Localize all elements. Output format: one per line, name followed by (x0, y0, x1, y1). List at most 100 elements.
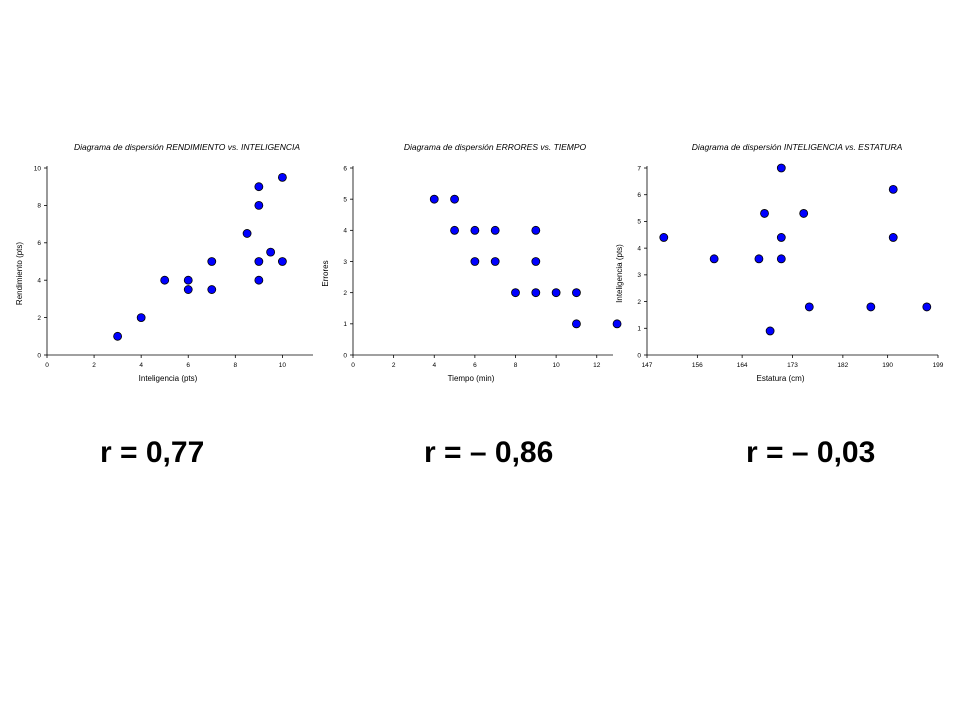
data-point (531, 288, 541, 298)
data-point (754, 254, 764, 264)
x-tick-label: 6 (186, 362, 190, 369)
y-tick-label: 6 (343, 165, 347, 172)
x-tick-label: 2 (92, 362, 96, 369)
y-tick-label: 1 (637, 326, 641, 333)
data-point (266, 247, 276, 257)
x-tick-label: 8 (514, 362, 518, 369)
y-axis-label: Errores (321, 260, 330, 286)
x-tick-label: 4 (139, 362, 143, 369)
data-point (160, 275, 170, 285)
x-tick-label: 12 (593, 362, 601, 369)
x-tick-label: 10 (279, 362, 287, 369)
y-tick-label: 1 (343, 321, 347, 328)
data-point (531, 257, 541, 266)
data-point (470, 225, 480, 235)
data-point (490, 257, 500, 266)
y-axis-label: Inteligencia (pts) (615, 244, 624, 303)
x-tick-label: 190 (882, 362, 893, 369)
data-point (254, 257, 264, 266)
data-point (888, 184, 898, 194)
scatter-chart-inteligencia-estatura: Diagrama de dispersión INTELIGENCIA vs. … (615, 142, 944, 383)
data-point (113, 331, 123, 341)
data-point (551, 288, 561, 298)
y-tick-label: 0 (37, 352, 41, 359)
x-tick-label: 6 (473, 362, 477, 369)
chart-title: Diagrama de dispersión INTELIGENCIA vs. … (692, 142, 903, 152)
data-point (450, 225, 459, 235)
x-tick-label: 0 (45, 362, 49, 369)
correlation-label-1: r = 0,77 (100, 436, 205, 469)
data-point (572, 288, 581, 298)
data-point (183, 285, 193, 294)
data-point (776, 254, 786, 264)
y-axis-label: Rendimiento (pts) (15, 242, 24, 305)
data-point (429, 194, 439, 204)
data-point (922, 302, 932, 312)
y-tick-label: 10 (34, 165, 42, 172)
data-point (709, 254, 719, 264)
data-point (254, 275, 264, 285)
y-tick-label: 3 (343, 259, 347, 266)
data-point (776, 163, 786, 173)
y-tick-label: 5 (343, 196, 347, 203)
data-point (450, 194, 459, 204)
x-tick-label: 147 (642, 362, 653, 369)
y-tick-label: 6 (637, 192, 641, 199)
x-axis-label: Tiempo (min) (448, 374, 495, 383)
data-point (511, 288, 520, 298)
data-point (776, 233, 786, 242)
x-axis-label: Inteligencia (pts) (139, 374, 198, 383)
chart-title: Diagrama de dispersión RENDIMIENTO vs. I… (74, 142, 300, 152)
scatter-chart-rendimiento-inteligencia: Diagrama de dispersión RENDIMIENTO vs. I… (15, 142, 313, 383)
data-point (136, 313, 146, 323)
data-point (765, 326, 775, 336)
data-point (888, 233, 898, 242)
x-tick-label: 8 (234, 362, 238, 369)
data-point (207, 257, 217, 266)
x-tick-label: 199 (933, 362, 944, 369)
y-tick-label: 2 (637, 299, 641, 306)
correlation-label-2: r = – 0,86 (424, 436, 554, 469)
data-point (254, 201, 264, 210)
data-point (866, 302, 876, 312)
x-tick-label: 156 (692, 362, 703, 369)
y-tick-label: 7 (637, 165, 641, 172)
y-tick-label: 5 (637, 219, 641, 226)
y-tick-label: 0 (343, 352, 347, 359)
data-point (470, 257, 480, 266)
y-tick-label: 3 (637, 272, 641, 279)
y-tick-label: 2 (343, 290, 347, 297)
x-tick-label: 173 (787, 362, 798, 369)
scatter-chart-errores-tiempo: Diagrama de dispersión ERRORES vs. TIEMP… (321, 142, 622, 383)
y-tick-label: 2 (37, 315, 41, 322)
y-tick-label: 4 (37, 278, 41, 285)
x-tick-label: 0 (351, 362, 355, 369)
data-point (531, 225, 541, 235)
data-point (183, 275, 193, 285)
correlation-label-3: r = – 0,03 (746, 436, 876, 469)
x-tick-label: 164 (737, 362, 748, 369)
data-point (799, 209, 809, 218)
x-tick-label: 182 (837, 362, 848, 369)
y-tick-label: 4 (637, 245, 641, 252)
y-tick-label: 6 (37, 240, 41, 247)
data-point (612, 319, 622, 329)
y-tick-label: 8 (37, 203, 41, 210)
y-tick-label: 4 (343, 228, 347, 235)
data-point (572, 319, 581, 329)
x-tick-label: 10 (553, 362, 561, 369)
x-tick-label: 4 (432, 362, 436, 369)
data-point (254, 182, 264, 192)
data-point (277, 172, 287, 182)
data-point (242, 229, 252, 238)
data-point (659, 233, 669, 242)
y-tick-label: 0 (637, 352, 641, 359)
data-point (207, 285, 217, 294)
x-axis-label: Estatura (cm) (756, 374, 804, 383)
data-point (490, 225, 500, 235)
data-point (277, 257, 287, 266)
data-point (804, 302, 814, 312)
x-tick-label: 2 (392, 362, 396, 369)
chart-title: Diagrama de dispersión ERRORES vs. TIEMP… (404, 142, 587, 152)
